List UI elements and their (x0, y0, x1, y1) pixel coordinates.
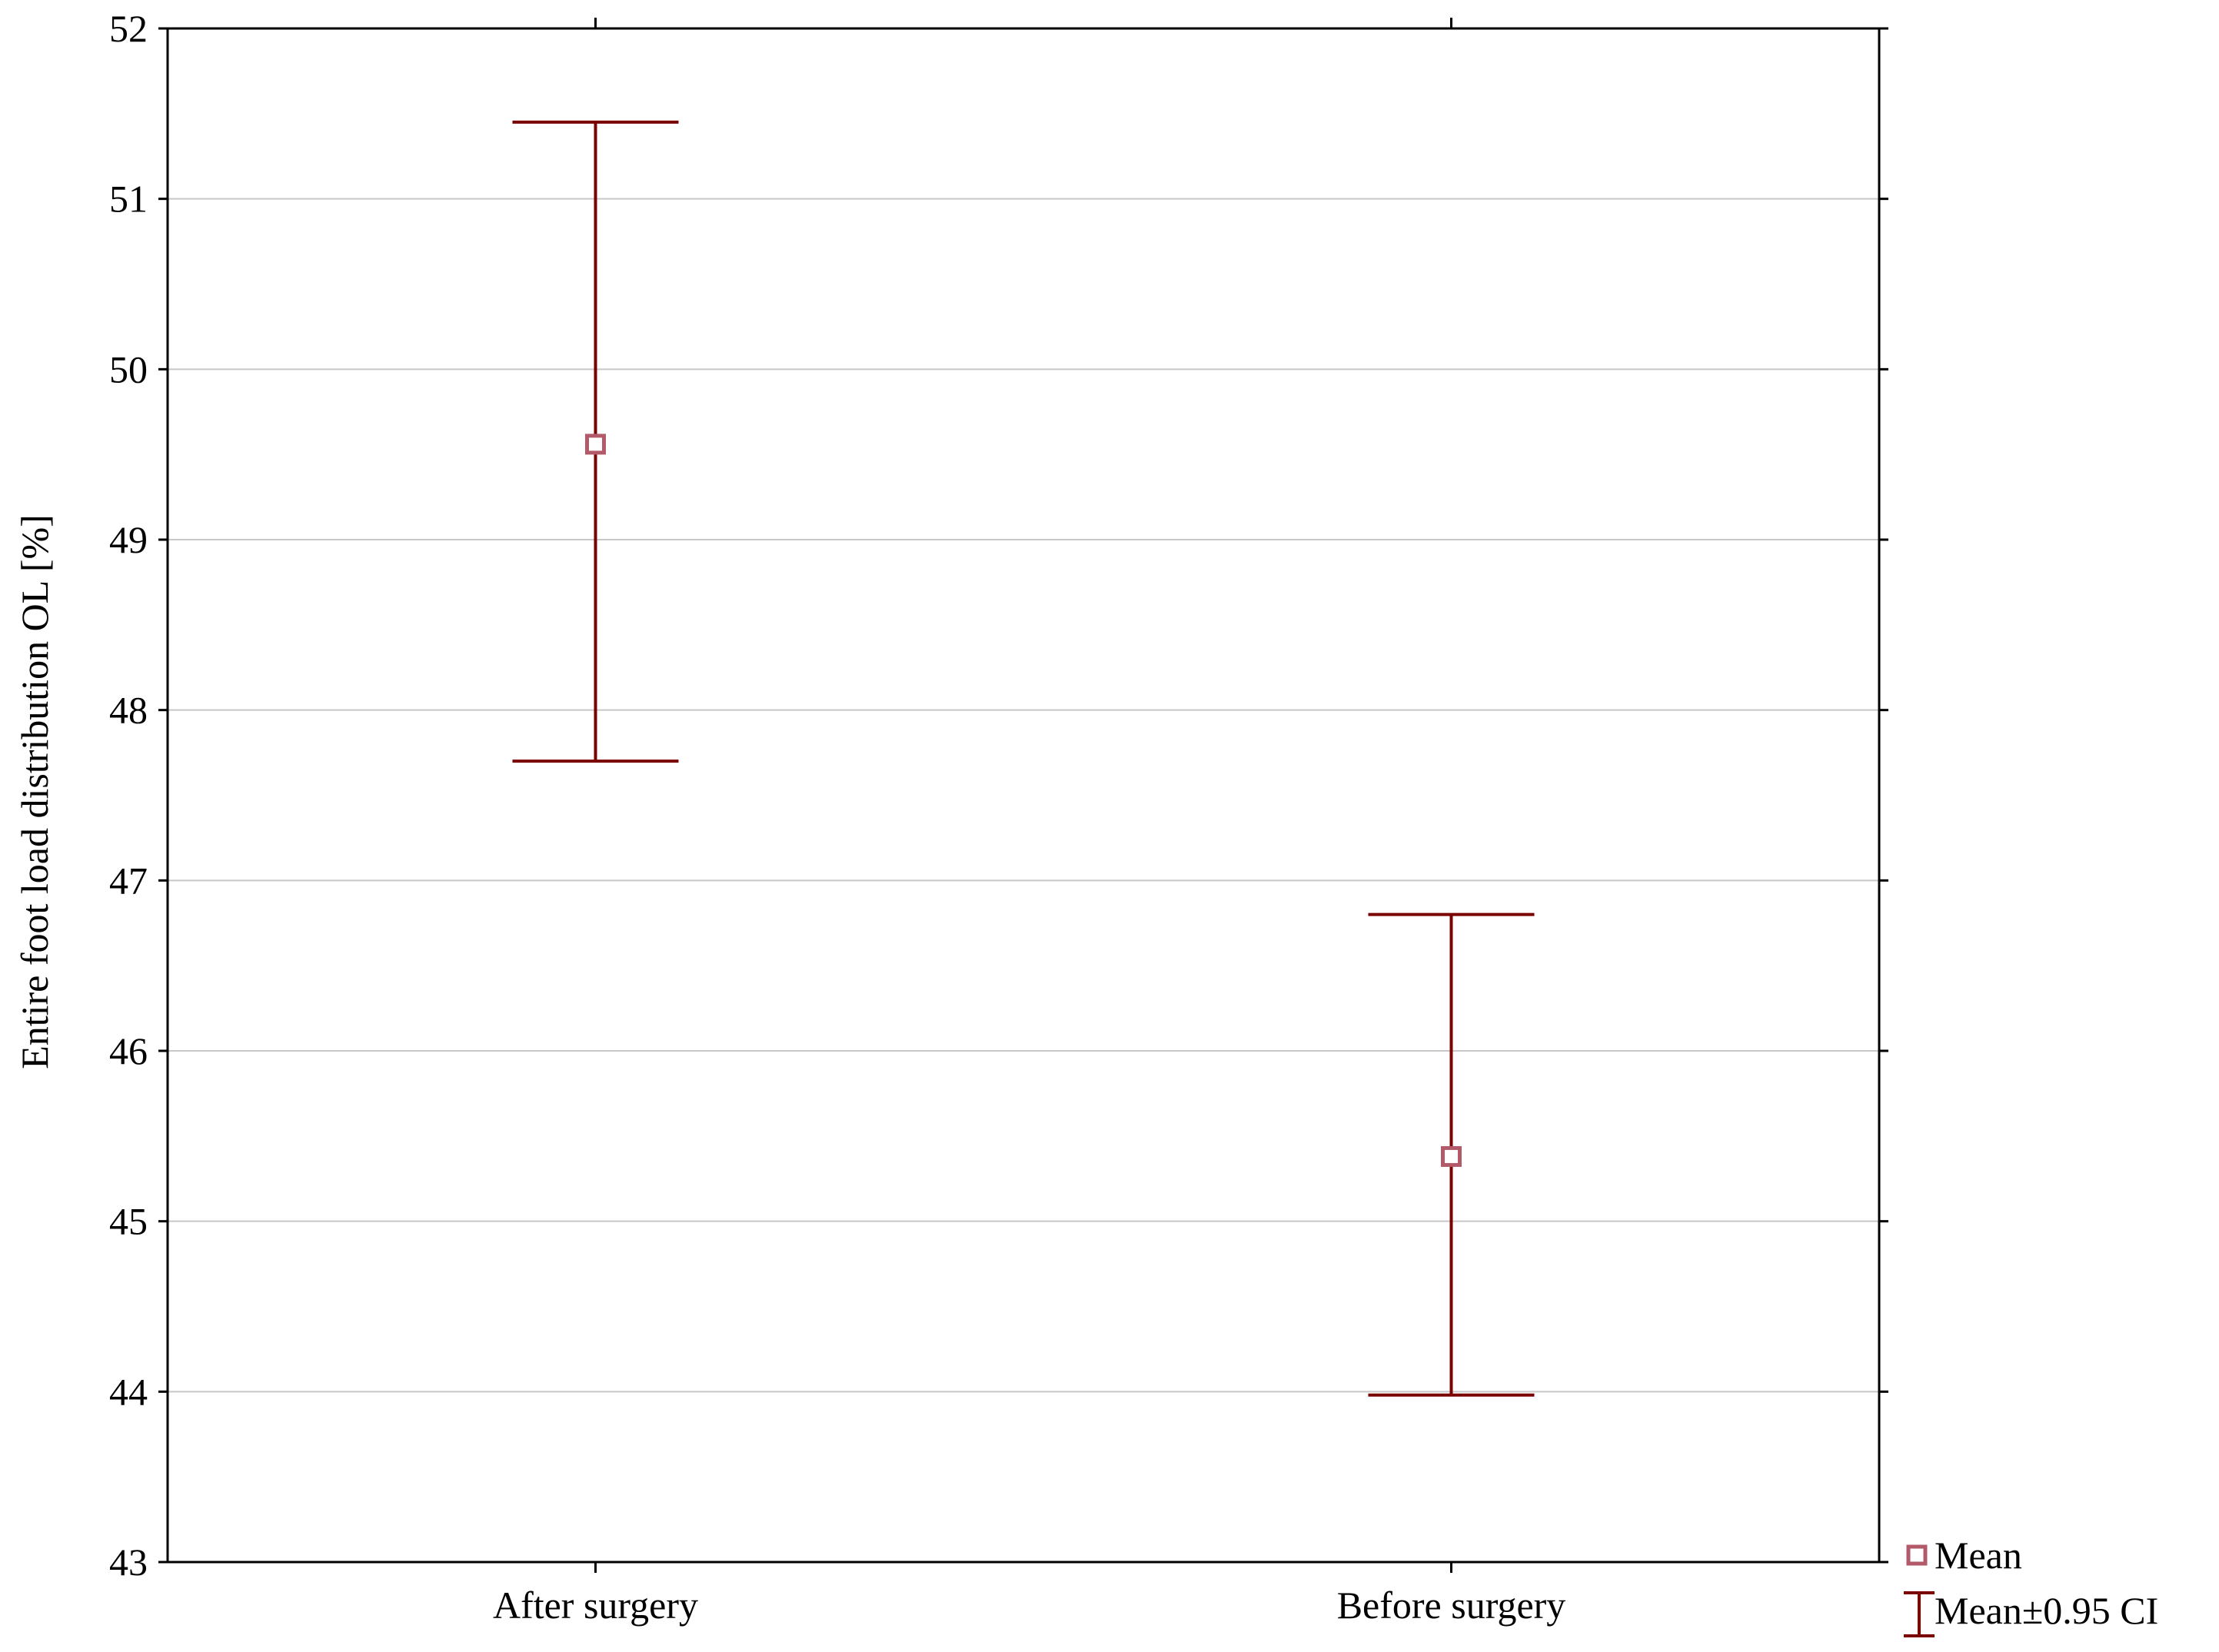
y-tick-label: 49 (109, 518, 148, 561)
y-tick-label: 46 (109, 1029, 148, 1072)
y-axis-ticks: 43 44 45 46 47 48 49 50 51 52 (109, 7, 1888, 1584)
x-axis-ticks: After surgery Before surgery (493, 18, 1565, 1627)
mean-marker (1441, 1145, 1462, 1167)
grid-lines (168, 198, 1879, 1393)
x-tick-label: After surgery (493, 1584, 698, 1627)
y-tick-label: 48 (109, 689, 148, 732)
legend-mean-label: Mean (1935, 1534, 2022, 1577)
mean-markers (585, 434, 1462, 1167)
y-tick-label: 43 (109, 1541, 148, 1584)
y-tick-label: 50 (109, 347, 148, 391)
y-tick-label: 47 (109, 859, 148, 902)
plot-area-frame (166, 27, 1881, 1564)
y-tick-label: 52 (109, 7, 148, 50)
legend-mean-marker (1906, 1544, 1928, 1566)
y-tick-label: 51 (109, 178, 148, 221)
y-axis-label: Entire foot load distribution OL [%] (13, 514, 56, 1069)
y-tick-label: 44 (109, 1370, 148, 1413)
legend-ci-label: Mean±0.95 CI (1935, 1589, 2158, 1632)
x-tick-label: Before surgery (1337, 1584, 1566, 1627)
error-bars (512, 120, 1535, 1397)
legend-ci-icon (1904, 1591, 1935, 1637)
mean-marker (585, 434, 606, 455)
legend: Mean Mean±0.95 CI (1904, 1534, 2158, 1637)
y-tick-label: 45 (109, 1200, 148, 1243)
